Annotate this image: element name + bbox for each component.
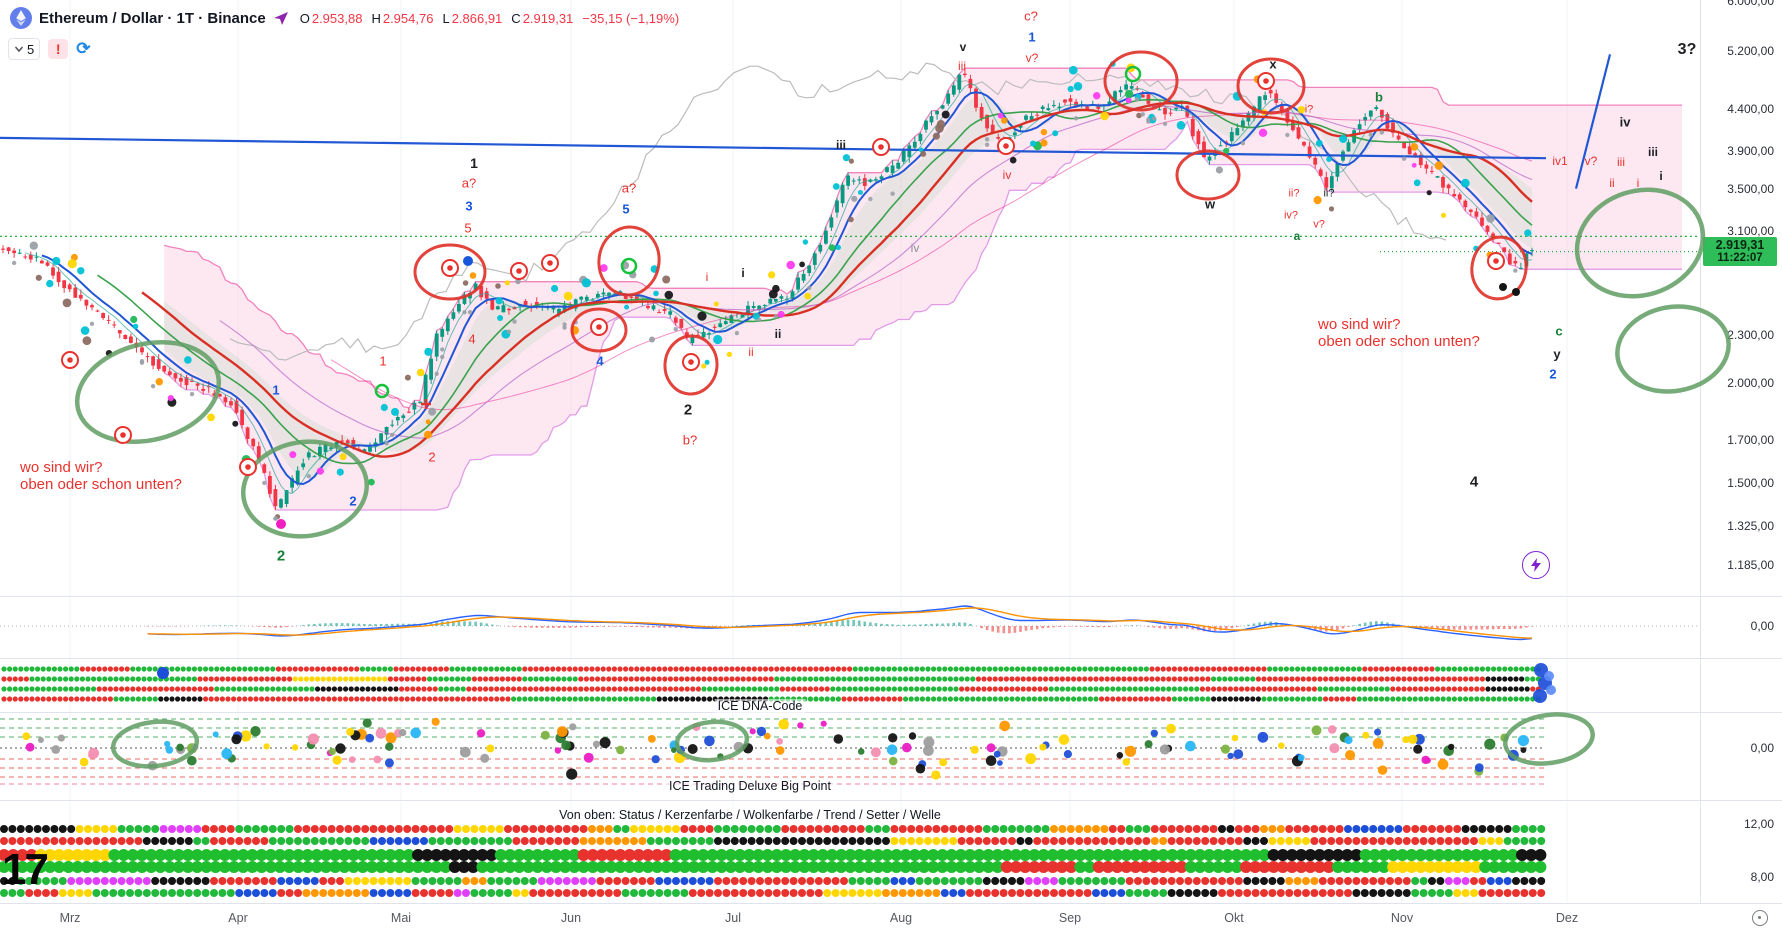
- ohlc-readout: O 2.953,88 H 2.954,76 L 2.866,91 C 2.919…: [300, 11, 679, 26]
- time-axis-label: Jun: [560, 911, 582, 925]
- price-axis-label: 4.400,00: [1727, 102, 1774, 117]
- price-axis-label: 1.325,00: [1727, 519, 1774, 534]
- price-axis-label: 2.300,00: [1727, 327, 1774, 342]
- current-price: 2.919,31: [1715, 237, 1765, 252]
- tradingview-watermark: 17: [2, 845, 49, 894]
- clock-icon[interactable]: [1752, 910, 1768, 926]
- current-price-badge[interactable]: 2.919,31 11:22:07: [1703, 236, 1777, 266]
- time-axis-label: Okt: [1224, 911, 1244, 925]
- ohlc-low-value: 2.866,91: [451, 10, 503, 26]
- price-axis-label: 1.700,00: [1727, 432, 1774, 447]
- price-axis-label: 5.200,00: [1727, 44, 1774, 58]
- symbol-title[interactable]: Ethereum / Dollar · 1T · Binance: [39, 9, 266, 27]
- interval-dropdown[interactable]: 5: [8, 38, 41, 60]
- time-axis-label: Mai: [390, 911, 412, 925]
- ohlc-close-value: 2.919,31: [522, 10, 574, 26]
- price-axis-label: 12,00: [1743, 817, 1774, 831]
- bar-countdown: 11:22:07: [1717, 251, 1763, 264]
- symbol-header: Ethereum / Dollar · 1T · Binance O 2.953…: [10, 7, 679, 29]
- time-axis-label: Sep: [1058, 911, 1082, 925]
- price-axis-label: 3.100,00: [1727, 223, 1774, 238]
- price-axis-label: 3.900,00: [1727, 143, 1774, 158]
- panel-title-dna: ICE DNA-Code: [714, 699, 806, 713]
- chevron-down-icon: [14, 46, 24, 53]
- ohlc-high-label: H: [371, 10, 381, 26]
- price-axis-label: 6.000,00: [1727, 0, 1774, 9]
- panel-legend-text: Von oben: Status / Kerzenfarbe / Wolkenf…: [556, 808, 944, 822]
- lightning-icon[interactable]: [1522, 551, 1550, 579]
- ohlc-open-value: 2.953,88: [311, 10, 363, 26]
- alert-warning-button[interactable]: !: [48, 39, 69, 59]
- change-value: −35,15 (−1,19%): [582, 10, 680, 26]
- chart-toolbar: 5 ! ⟳: [8, 38, 90, 60]
- time-axis-label: Jul: [725, 911, 741, 925]
- price-axis[interactable]: 6.000,00 5.200,00 4.400,00 3.900,00 3.500,00…: [1700, 0, 1782, 903]
- price-axis-label: 8,00: [1750, 870, 1774, 884]
- price-axis-label: 1.185,00: [1727, 558, 1774, 572]
- time-axis-label: Aug: [889, 911, 913, 925]
- ohlc-open-label: O: [299, 10, 310, 26]
- boost-icon[interactable]: [273, 10, 289, 26]
- time-axis-label: Dez: [1555, 911, 1579, 925]
- annotation-question-right: wo sind wir? oben oder schon unten?: [1318, 316, 1480, 350]
- price-axis-label: 3.500,00: [1727, 181, 1774, 196]
- time-axis-label: Apr: [228, 911, 248, 925]
- time-axis[interactable]: Mrz Apr Mai Jun Jul Aug Sep Okt Nov Dez: [0, 903, 1782, 933]
- annotation-question-left: wo sind wir? oben oder schon unten?: [20, 459, 182, 493]
- ohlc-close-label: C: [511, 10, 521, 26]
- ohlc-low-label: L: [442, 10, 450, 26]
- interval-value: 5: [27, 41, 35, 57]
- ethereum-icon: [10, 7, 32, 29]
- price-axis-label: 0,00: [1750, 619, 1774, 633]
- price-axis-label: 1.500,00: [1727, 476, 1774, 491]
- refresh-button[interactable]: ⟳: [76, 39, 91, 58]
- panel-title-big-point: ICE Trading Deluxe Big Point: [666, 779, 834, 793]
- price-axis-label: 0,00: [1750, 741, 1774, 755]
- ohlc-high-value: 2.954,76: [382, 10, 434, 26]
- time-axis-label: Mrz: [59, 911, 81, 925]
- price-axis-label: 2.000,00: [1727, 376, 1774, 391]
- time-axis-label: Nov: [1390, 911, 1414, 925]
